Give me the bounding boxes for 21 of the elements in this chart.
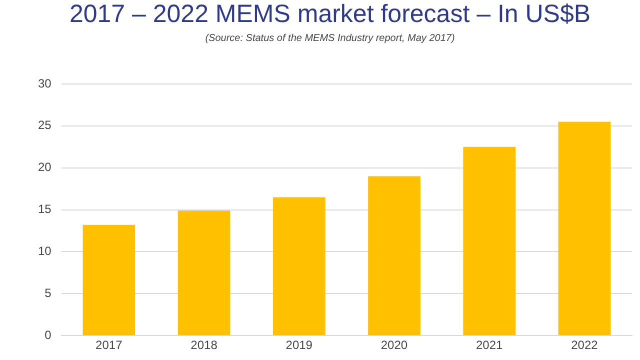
y-tick-label: 15	[38, 202, 52, 216]
y-tick-label: 10	[38, 244, 52, 258]
x-tick-label: 2017	[96, 338, 123, 352]
chart-title: 2017 – 2022 MEMS market forecast – In US$B	[69, 0, 591, 28]
y-tick-label: 25	[38, 118, 52, 132]
chart-subtitle: (Source: Status of the MEMS Industry report, May 2017)	[205, 32, 455, 44]
x-tick-label: 2020	[380, 338, 408, 352]
bar	[558, 122, 611, 336]
y-tick-label: 0	[44, 328, 52, 342]
bar	[178, 210, 230, 336]
y-tick-label: 20	[38, 160, 52, 174]
bar	[272, 197, 326, 336]
bar	[368, 176, 420, 336]
y-tick-label: 30	[38, 76, 52, 90]
x-tick-label: 2018	[190, 338, 218, 352]
bar	[82, 224, 136, 336]
x-tick-label: 2021	[476, 338, 504, 352]
y-tick-label: 5	[44, 286, 52, 300]
x-tick-label: 2022	[571, 338, 598, 352]
x-tick-label: 2019	[286, 338, 313, 352]
bar	[463, 146, 516, 336]
